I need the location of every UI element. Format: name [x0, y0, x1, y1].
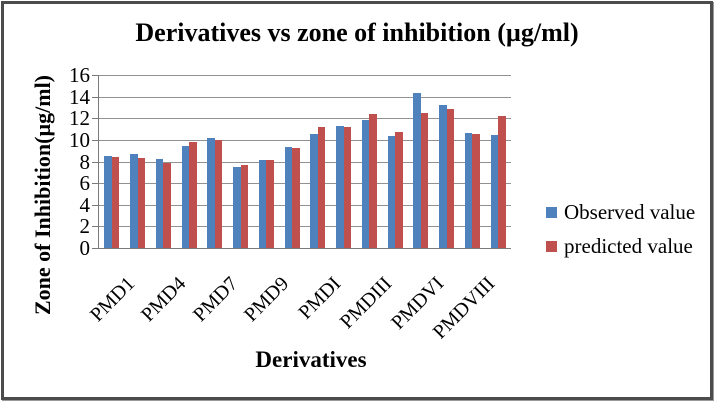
bar-group — [434, 75, 460, 248]
legend-item-observed: Observed value — [546, 200, 695, 224]
bar-observed — [387, 136, 396, 248]
bar-group — [460, 75, 486, 248]
y-tick-label: 10 — [69, 127, 90, 152]
legend-label-predicted: predicted value — [564, 233, 693, 258]
y-tick-label: 16 — [69, 63, 90, 87]
bar-predicted — [369, 113, 377, 248]
bar-predicted — [472, 133, 480, 248]
bar-predicted — [420, 112, 429, 248]
y-tick-mark — [92, 139, 99, 141]
bar-group — [485, 75, 511, 248]
bar-predicted — [317, 126, 326, 248]
legend-label-observed: Observed value — [564, 199, 696, 224]
bar-observed — [207, 137, 215, 248]
bar-observed — [361, 120, 370, 248]
y-tick-mark — [92, 118, 99, 120]
bar-group — [357, 75, 383, 248]
y-tick-label: 6 — [79, 171, 91, 196]
bar-observed — [336, 126, 344, 248]
gridline — [99, 118, 511, 120]
legend-item-predicted: predicted value — [546, 234, 695, 258]
y-tick-mark — [92, 161, 99, 163]
bar-observed — [284, 146, 293, 248]
bar-group — [382, 75, 408, 248]
gridline — [99, 183, 511, 185]
observed-series-swatch — [546, 206, 557, 218]
bar-observed — [130, 153, 138, 248]
bar-predicted — [214, 140, 223, 248]
bar-group — [125, 75, 151, 248]
bar-predicted — [395, 132, 403, 248]
y-tick-mark — [92, 75, 99, 76]
x-axis-title: Derivatives — [255, 347, 367, 372]
bar-predicted — [266, 159, 274, 248]
bar-predicted — [343, 127, 352, 248]
bar-predicted — [111, 157, 120, 248]
y-tick-mark — [92, 183, 99, 185]
y-tick-label: 12 — [69, 106, 90, 131]
y-tick-label: 14 — [69, 84, 90, 109]
bar-observed — [490, 135, 499, 248]
bar-observed — [413, 93, 421, 248]
gridline — [99, 204, 511, 206]
bar-group — [305, 75, 331, 248]
bar-observed — [233, 166, 241, 248]
gridline — [99, 226, 511, 228]
predicted-series-swatch — [546, 240, 557, 252]
gridline — [99, 75, 511, 76]
bar-observed — [258, 159, 267, 248]
bar-observed — [181, 146, 190, 248]
bar-group — [254, 75, 280, 248]
legend: Observed value predicted value — [546, 200, 695, 268]
plot-area — [98, 75, 511, 249]
bar-observed — [155, 158, 164, 248]
bar-group — [202, 75, 228, 248]
bar-observed — [439, 105, 447, 248]
bar-predicted — [189, 141, 197, 248]
bar-group — [99, 75, 125, 248]
bar-group — [331, 75, 357, 248]
bar-group — [228, 75, 254, 248]
bar-predicted — [292, 147, 300, 248]
bar-predicted — [446, 108, 455, 248]
y-tick-mark — [92, 96, 99, 98]
bar-group — [279, 75, 305, 248]
y-tick-mark — [92, 226, 99, 228]
y-tick-mark — [92, 248, 99, 249]
bar-observed — [104, 156, 112, 248]
y-tick-label: 8 — [79, 149, 91, 174]
bar-predicted — [137, 158, 146, 248]
bar-group — [151, 75, 177, 248]
bars — [99, 75, 511, 248]
bar-group — [408, 75, 434, 248]
y-tick-mark — [92, 204, 99, 206]
bar-group — [176, 75, 202, 248]
gridline — [99, 161, 511, 163]
bar-predicted — [498, 116, 506, 248]
bar-predicted — [163, 163, 171, 248]
chart-title: Derivatives vs zone of inhibition (µg/ml… — [135, 18, 579, 47]
bar-observed — [464, 132, 473, 248]
gridline — [99, 96, 511, 98]
bar-predicted — [240, 164, 249, 248]
y-tick-label: 4 — [79, 192, 91, 217]
bar-observed — [310, 133, 318, 248]
y-tick-label: 0 — [79, 236, 91, 260]
gridline — [99, 139, 511, 141]
y-tick-label: 2 — [79, 214, 91, 239]
